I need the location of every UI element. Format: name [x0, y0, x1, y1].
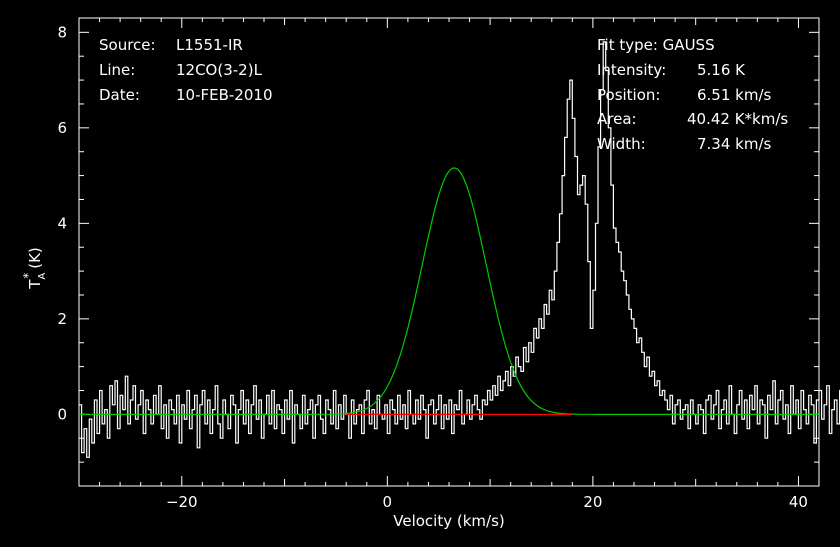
x-tick-label: 0 — [383, 493, 393, 511]
series — [79, 41, 840, 458]
y-tick-label: 4 — [57, 214, 67, 232]
y-label-unit: (K) — [26, 247, 44, 269]
position-key: Position: — [597, 86, 660, 104]
intensity-key: Intensity: — [597, 61, 666, 79]
date-key: Date: — [99, 86, 140, 104]
date-value: 10-FEB-2010 — [176, 86, 272, 104]
area-value: 40.42 K*km/s — [687, 110, 788, 128]
line-key: Line: — [99, 61, 135, 79]
spectrum-line — [79, 41, 840, 458]
ticks: −20 0 20 40 0 2 4 6 8 — [57, 18, 820, 511]
intensity-value: 5.16 K — [697, 61, 746, 79]
x-tick-label: 20 — [583, 493, 602, 511]
position-value: 6.51 km/s — [697, 86, 772, 104]
x-axis-label: Velocity (km/s) — [393, 512, 504, 530]
fit-type: Fit type: GAUSS — [597, 36, 715, 54]
y-label-base: T — [26, 279, 44, 290]
gauss-fit-line — [79, 167, 819, 415]
line-value: 12CO(3-2)L — [176, 61, 263, 79]
svg-text:TA*(K): TA* (K) — [21, 247, 48, 290]
width-key: Width: — [597, 135, 646, 153]
y-tick-label: 2 — [57, 310, 67, 328]
x-tick-label: −20 — [166, 493, 198, 511]
x-tick-label: 40 — [789, 493, 808, 511]
source-value: L1551-IR — [176, 36, 243, 54]
y-label-sup: * — [21, 273, 35, 279]
y-label-sub: A — [37, 273, 48, 280]
width-value: 7.34 km/s — [697, 135, 772, 153]
y-tick-label: 8 — [57, 23, 67, 41]
y-tick-label: 0 — [57, 405, 67, 423]
y-axis-label: TA* (K) — [21, 247, 48, 290]
source-key: Source: — [99, 36, 156, 54]
area-key: Area: — [597, 110, 637, 128]
y-tick-label: 6 — [57, 119, 67, 137]
